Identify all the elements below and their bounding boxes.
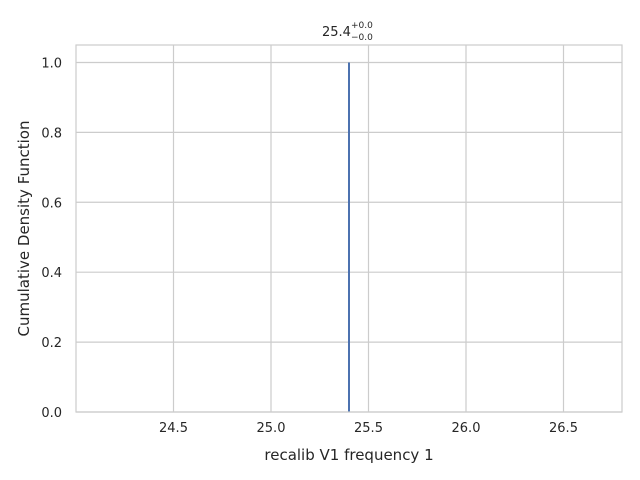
x-tick-label: 25.0 [257, 421, 286, 436]
x-tick-labels: 24.5 25.0 25.5 26.0 26.5 [159, 421, 578, 436]
x-grid-lines [172, 45, 565, 412]
y-axis-label: Cumulative Density Function [15, 121, 33, 337]
x-axis-label: recalib V1 frequency 1 [264, 446, 433, 464]
y-tick-label: 1.0 [41, 56, 62, 71]
y-tick-label: 0.0 [41, 406, 62, 421]
x-tick-label: 26.5 [549, 421, 578, 436]
y-tick-label: 0.8 [41, 126, 62, 141]
title-subscript: −0.0 [351, 33, 373, 43]
y-tick-label: 0.2 [41, 336, 62, 351]
title-value: 25.4 [322, 25, 351, 40]
plot-frame [75, 44, 623, 413]
y-tick-labels: 0.0 0.2 0.4 0.6 0.8 1.0 [41, 56, 62, 421]
x-tick-label: 26.0 [452, 421, 481, 436]
chart-title: 25.4 [322, 25, 351, 40]
x-tick-label: 25.5 [354, 421, 383, 436]
title-superscript: +0.0 [351, 21, 373, 31]
x-tick-label: 24.5 [159, 421, 188, 436]
y-tick-label: 0.6 [41, 196, 62, 211]
y-tick-label: 0.4 [41, 266, 62, 281]
